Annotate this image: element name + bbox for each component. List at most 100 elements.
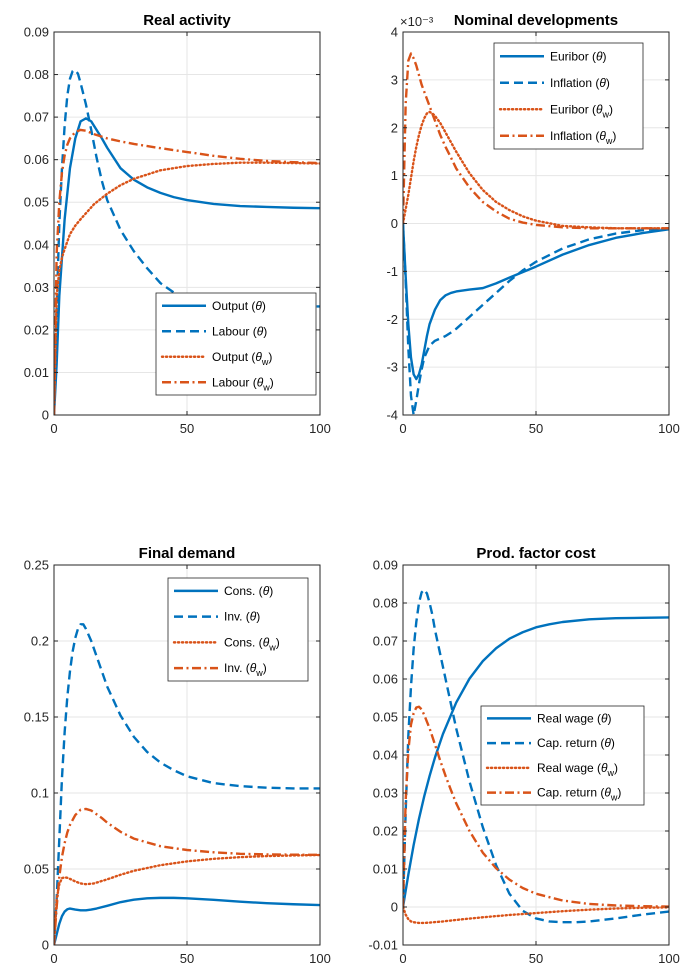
y-tick-label: 0 bbox=[391, 216, 398, 231]
legend-label-close: ) bbox=[608, 711, 612, 725]
legend-label-close: ) bbox=[263, 324, 267, 338]
legend-label-main: Output ( bbox=[212, 350, 255, 364]
y-tick-label: 0.03 bbox=[373, 786, 398, 801]
legend-label-subscript: w bbox=[610, 793, 618, 803]
legend-label-subscript: w bbox=[261, 357, 269, 367]
legend-label-close: ) bbox=[256, 610, 260, 624]
y-tick-label: 0.08 bbox=[24, 67, 49, 82]
legend-box bbox=[155, 292, 317, 396]
y-tick-label: 0.25 bbox=[24, 558, 49, 573]
legend-label-main: Real wage ( bbox=[537, 711, 601, 725]
y-tick-label: -0.01 bbox=[368, 938, 398, 953]
y-tick-label: 4 bbox=[391, 25, 398, 40]
y-tick-label: 0.05 bbox=[24, 195, 49, 210]
y-tick-label: 0.09 bbox=[24, 25, 49, 40]
x-tick-label: 0 bbox=[399, 421, 406, 436]
theta-symbol: θ bbox=[263, 635, 270, 649]
legend-label-close: ) bbox=[614, 761, 618, 775]
theta-symbol: θ bbox=[250, 610, 257, 624]
series-group bbox=[403, 52, 669, 415]
series-line-4 bbox=[403, 705, 669, 908]
x-tick-label: 0 bbox=[50, 421, 57, 436]
x-tick-label: 50 bbox=[180, 951, 194, 966]
series-line-3 bbox=[54, 161, 320, 415]
theta-symbol: θ bbox=[599, 76, 606, 90]
x-tick-label: 100 bbox=[658, 951, 680, 966]
legend-label-main: Output ( bbox=[212, 299, 255, 313]
legend-label: Labour (θ) bbox=[212, 324, 267, 338]
theta-symbol: θ bbox=[599, 129, 606, 143]
legend-label-subscript: w bbox=[255, 668, 263, 678]
legend-label: Inv. (θ) bbox=[224, 610, 260, 624]
series-line-2 bbox=[403, 223, 669, 415]
theta-symbol: θ bbox=[257, 375, 264, 389]
x-tick-label: 50 bbox=[529, 951, 543, 966]
legend: Cons. (θ)Inv. (θ)Cons. (θw)Inv. (θw) bbox=[167, 577, 309, 682]
theta-symbol: θ bbox=[601, 711, 608, 725]
legend-label-close: ) bbox=[612, 129, 616, 143]
legend-label: Labour (θw) bbox=[212, 375, 274, 392]
y-tick-label: 0.05 bbox=[24, 862, 49, 877]
y-tick-label: 0.04 bbox=[373, 748, 398, 763]
legend-label-subscript: w bbox=[607, 768, 615, 778]
legend-label-main: Inv. ( bbox=[224, 661, 250, 675]
x-tick-label: 50 bbox=[180, 421, 194, 436]
y-tick-label: 0.01 bbox=[373, 862, 398, 877]
chart-title: Prod. factor cost bbox=[476, 545, 595, 562]
series-line-1 bbox=[403, 223, 669, 381]
legend-label-main: Inflation ( bbox=[550, 129, 599, 143]
series-line-4 bbox=[54, 128, 320, 415]
y-tick-label: 1 bbox=[391, 168, 398, 183]
theta-symbol: θ bbox=[604, 786, 611, 800]
legend-label: Inflation (θw) bbox=[550, 129, 616, 146]
legend-label: Cons. (θw) bbox=[224, 635, 280, 652]
series-line-1 bbox=[54, 117, 320, 415]
series-line-3 bbox=[403, 110, 669, 230]
y-tick-label: 0.08 bbox=[373, 596, 398, 611]
series-line-2 bbox=[403, 588, 669, 924]
legend-label-main: Inv. ( bbox=[224, 610, 250, 624]
x-tick-label: 100 bbox=[309, 951, 331, 966]
x-tick-label: 100 bbox=[309, 421, 331, 436]
legend-label: Output (θw) bbox=[212, 350, 272, 367]
y-tick-label: 3 bbox=[391, 72, 398, 87]
legend-label-main: Real wage ( bbox=[537, 761, 601, 775]
legend-label-main: Labour ( bbox=[212, 375, 257, 389]
y-tick-label: 0.06 bbox=[24, 152, 49, 167]
legend-label: Cons. (θ) bbox=[224, 584, 273, 598]
series-group bbox=[403, 588, 669, 925]
theta-symbol: θ bbox=[263, 584, 270, 598]
y-tick-label: 0.01 bbox=[24, 365, 49, 380]
legend-label: Real wage (θ) bbox=[537, 711, 612, 725]
chart-panel-4: -0.0100.010.020.030.040.050.060.070.080.… bbox=[368, 545, 679, 966]
y-tick-label: 2 bbox=[391, 120, 398, 135]
y-tick-label: -3 bbox=[386, 360, 398, 375]
y-tick-label: 0.1 bbox=[31, 786, 49, 801]
legend-label-subscript: w bbox=[262, 382, 270, 392]
theta-symbol: θ bbox=[255, 299, 262, 313]
legend-label-close: ) bbox=[611, 736, 615, 750]
legend-label-main: Cons. ( bbox=[224, 584, 263, 598]
chart-title: Real activity bbox=[143, 12, 231, 29]
y-tick-label: 0 bbox=[391, 900, 398, 915]
legend-label-main: Labour ( bbox=[212, 324, 257, 338]
series-line-4 bbox=[403, 52, 669, 230]
legend-label-close: ) bbox=[263, 661, 267, 675]
legend-label-close: ) bbox=[262, 299, 266, 313]
legend-label-main: Euribor ( bbox=[550, 49, 596, 63]
legend-label: Real wage (θw) bbox=[537, 761, 618, 778]
legend-label-main: Cap. return ( bbox=[537, 786, 604, 800]
series-line-3 bbox=[403, 905, 669, 925]
legend-label: Cap. return (θw) bbox=[537, 786, 621, 803]
theta-symbol: θ bbox=[596, 102, 603, 116]
legend-box bbox=[493, 42, 644, 150]
theta-symbol: θ bbox=[596, 49, 603, 63]
y-tick-label: 0.03 bbox=[24, 280, 49, 295]
legend: Output (θ)Labour (θ)Output (θw)Labour (θ… bbox=[155, 292, 317, 396]
series-group bbox=[54, 623, 320, 945]
theta-symbol: θ bbox=[250, 661, 257, 675]
legend-label: Inv. (θw) bbox=[224, 661, 267, 678]
x-tick-label: 50 bbox=[529, 421, 543, 436]
legend-label: Euribor (θ) bbox=[550, 49, 607, 63]
